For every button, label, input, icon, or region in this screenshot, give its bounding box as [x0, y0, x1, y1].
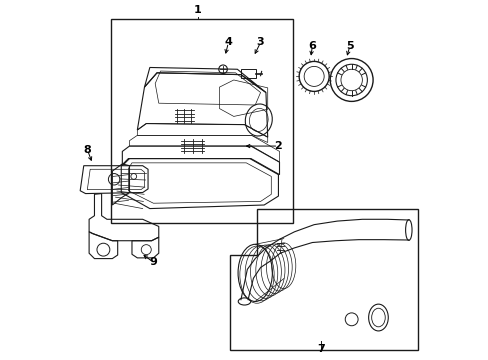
Bar: [110, 19, 292, 223]
Text: 4: 4: [224, 37, 232, 48]
Text: 9: 9: [149, 257, 157, 267]
Text: 3: 3: [256, 37, 264, 48]
Text: 1: 1: [194, 5, 202, 15]
Text: 5: 5: [346, 41, 353, 51]
Text: 8: 8: [83, 145, 91, 155]
Bar: [241, 69, 255, 78]
Text: 6: 6: [308, 41, 316, 51]
Text: 2: 2: [274, 141, 282, 151]
Text: 7: 7: [317, 343, 325, 354]
